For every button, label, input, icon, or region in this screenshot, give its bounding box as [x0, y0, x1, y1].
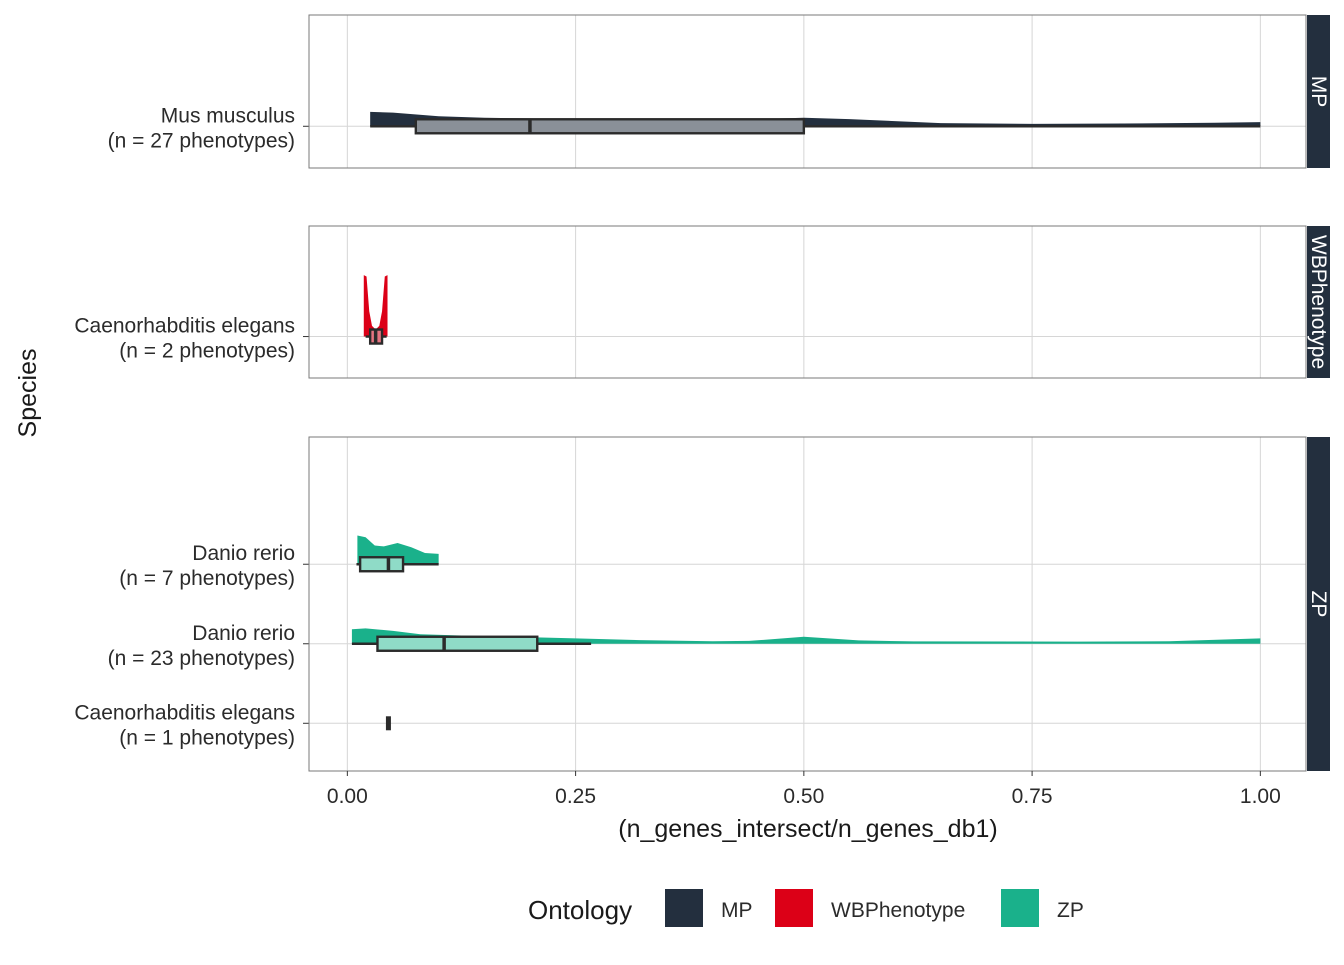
y-tick-label-n: (n = 23 phenotypes)	[108, 647, 295, 670]
facet-strip	[1307, 15, 1330, 168]
box	[358, 556, 405, 573]
y-tick-label: Caenorhabditis elegans	[74, 315, 295, 338]
legend-key-zp	[1001, 889, 1039, 927]
x-tick-label: 1.00	[1240, 785, 1281, 808]
x-tick-label: 0.50	[783, 785, 824, 808]
facet-strip	[1307, 437, 1330, 771]
facet-panel-2: Danio rerio(n = 7 phenotypes)Danio rerio…	[74, 436, 1330, 772]
y-tick-label-n: (n = 2 phenotypes)	[119, 340, 295, 363]
legend-label: WBPhenotype	[831, 899, 965, 922]
y-tick-label: Danio rerio	[192, 542, 295, 565]
y-tick-label-n: (n = 7 phenotypes)	[119, 567, 295, 590]
legend-label: ZP	[1057, 899, 1084, 922]
y-tick-label-n: (n = 1 phenotypes)	[119, 726, 295, 749]
row-2-1: Danio rerio(n = 23 phenotypes)	[108, 622, 1306, 670]
panel-border	[308, 14, 1307, 169]
facet-strip-label: WBPhenotype	[1307, 235, 1330, 369]
facet-strip-label: ZP	[1307, 591, 1330, 618]
facet-panel-1: Caenorhabditis elegans(n = 2 phenotypes)…	[74, 225, 1330, 379]
row-2-0: Danio rerio(n = 7 phenotypes)	[119, 535, 1306, 590]
x-tick-label: 0.75	[1012, 785, 1053, 808]
x-tick-label: 0.00	[327, 785, 368, 808]
y-axis-title: Species	[14, 349, 42, 438]
density-cloud	[363, 275, 388, 337]
panel-border	[308, 436, 1307, 772]
row-1-0: Caenorhabditis elegans(n = 2 phenotypes)	[74, 275, 1306, 363]
legend: Ontology MP WBPhenotype ZP	[528, 889, 1084, 927]
y-tick-label-n: (n = 27 phenotypes)	[108, 129, 295, 152]
box	[414, 118, 806, 135]
row-0-0: Mus musculus(n = 27 phenotypes)	[108, 104, 1306, 152]
y-tick-label: Caenorhabditis elegans	[74, 701, 295, 724]
x-tick-label: 0.25	[555, 785, 596, 808]
facet-strip	[1307, 226, 1330, 378]
legend-key-mp	[665, 889, 703, 927]
density-cloud	[351, 628, 1261, 644]
y-tick-label: Danio rerio	[192, 622, 295, 645]
facet-strip-label: MP	[1307, 76, 1330, 108]
legend-key-wbphenotype	[775, 889, 813, 927]
legend-title: Ontology	[528, 895, 632, 925]
box	[376, 635, 539, 652]
panel-border	[308, 225, 1307, 379]
y-tick-label: Mus musculus	[161, 104, 295, 127]
facet-panel-0: Mus musculus(n = 27 phenotypes)MP	[108, 14, 1330, 169]
x-axis-title: (n_genes_intersect/n_genes_db1)	[618, 815, 997, 843]
row-2-2: Caenorhabditis elegans(n = 1 phenotypes)	[74, 701, 1306, 749]
legend-label: MP	[721, 899, 753, 922]
